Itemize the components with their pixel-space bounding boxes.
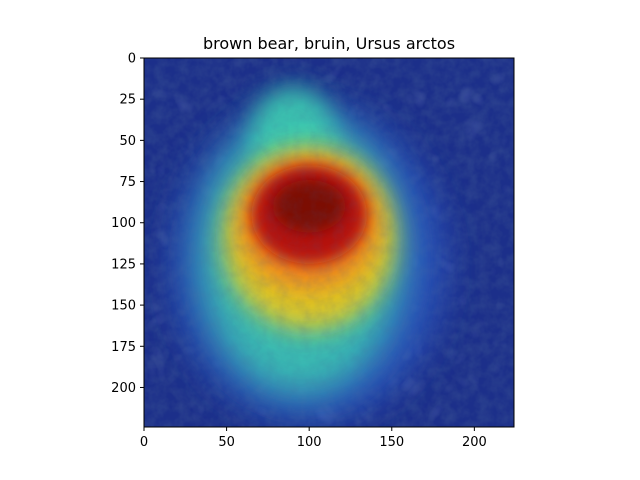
y-tick-label: 125 [111,257,136,272]
y-tick-label: 0 [128,52,136,67]
plot-frame [143,57,515,428]
x-axis: 0 50 100 150 200 [140,427,487,450]
y-tick-label: 25 [119,93,136,108]
bear-texture-overlay [144,58,514,427]
y-tick-label: 200 [111,381,136,396]
x-tick-label: 200 [462,435,487,450]
x-tick-label: 0 [140,435,148,450]
y-tick-label: 75 [119,175,136,190]
x-tick-label: 150 [379,435,404,450]
chart-title: brown bear, bruin, Ursus arctos [203,34,455,53]
heatmap-image [144,58,514,427]
y-tick-label: 175 [111,340,136,355]
y-tick-label: 100 [111,216,136,231]
x-tick-label: 100 [297,435,322,450]
y-axis: 0 25 50 75 100 125 150 175 200 [111,52,144,396]
y-tick-label: 50 [119,134,136,149]
x-tick-label: 50 [218,435,235,450]
y-tick-label: 150 [111,299,136,314]
